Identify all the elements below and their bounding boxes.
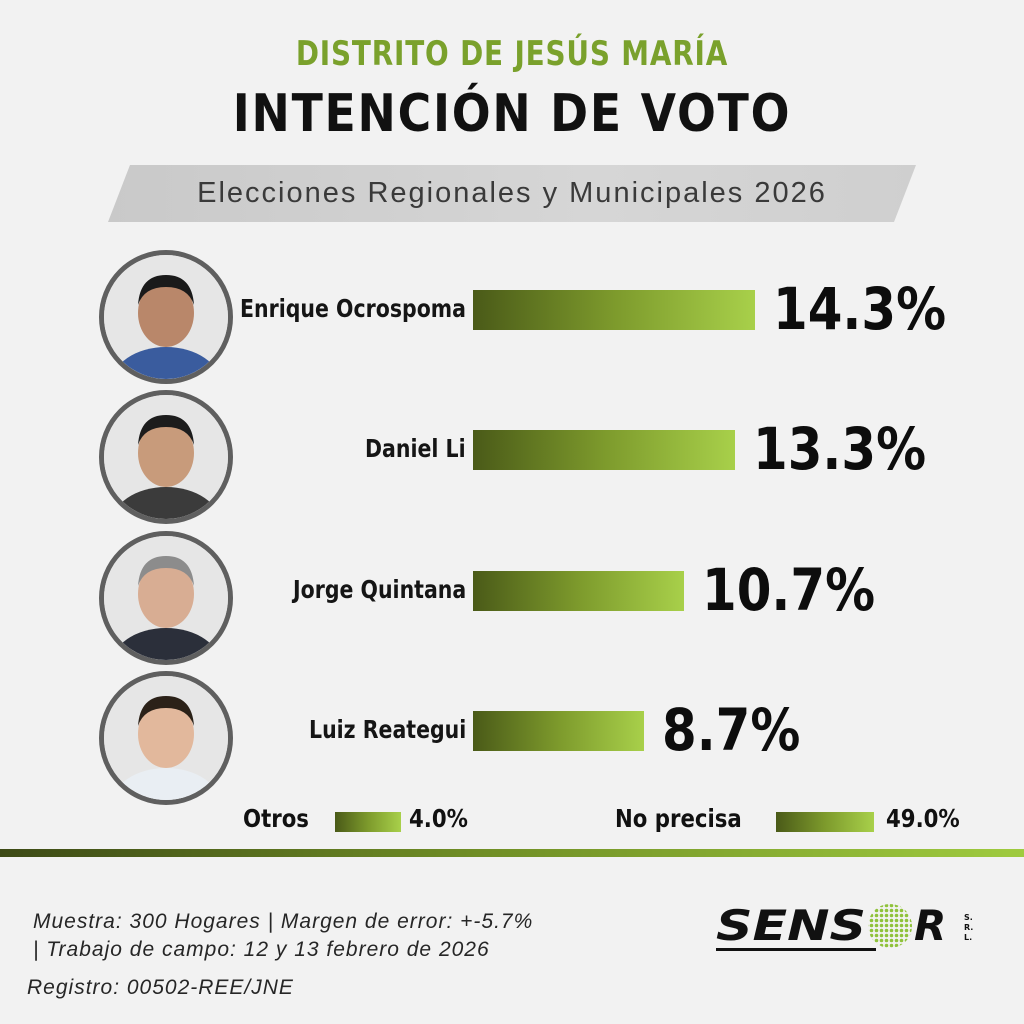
svg-text:L.: L. — [964, 933, 972, 942]
candidate-name: Daniel Li — [365, 434, 466, 463]
district-title: DISTRITO DE JESÚS MARÍA — [295, 34, 729, 74]
candidate-name: Enrique Ocrospoma — [240, 294, 466, 323]
undecided-value: 49.0% — [886, 804, 960, 833]
svg-text:S.: S. — [964, 913, 973, 922]
sensor-logo: SENS R S. R. L. — [716, 901, 973, 951]
candidate-photo — [99, 531, 233, 665]
chart-title: INTENCIÓN DE VOTO — [232, 84, 792, 144]
others-value: 4.0% — [409, 804, 468, 833]
candidate-photo — [99, 390, 233, 524]
svg-text:SENS: SENS — [716, 901, 866, 950]
svg-text:R: R — [914, 901, 946, 950]
subtitle-text: Elecciones Regionales y Municipales 2026 — [197, 177, 827, 209]
candidate-name: Jorge Quintana — [292, 575, 466, 604]
vote-bar — [473, 430, 735, 470]
vote-bar — [473, 711, 644, 751]
vote-percentage: 13.3% — [753, 415, 927, 483]
vote-bar — [473, 290, 755, 330]
footer-divider — [0, 849, 1024, 857]
sample-note: Muestra: 300 Hogares | Margen de error: … — [33, 910, 534, 933]
fieldwork-note: | Trabajo de campo: 12 y 13 febrero de 2… — [33, 938, 490, 961]
vote-bar — [473, 571, 684, 611]
others-bar — [335, 812, 401, 832]
undecided-label: No precisa — [615, 804, 742, 833]
vote-percentage: 10.7% — [702, 556, 876, 624]
vote-percentage: 8.7% — [662, 696, 801, 764]
candidate-photo — [99, 250, 233, 384]
candidate-photo — [99, 671, 233, 805]
subtitle-banner — [108, 165, 916, 222]
vote-percentage: 14.3% — [773, 275, 947, 343]
svg-text:R.: R. — [964, 923, 973, 932]
candidate-name: Luiz Reategui — [308, 715, 466, 744]
registry-note: Registro: 00502-REE/JNE — [27, 976, 294, 999]
undecided-bar — [776, 812, 874, 832]
others-label: Otros — [243, 804, 309, 833]
